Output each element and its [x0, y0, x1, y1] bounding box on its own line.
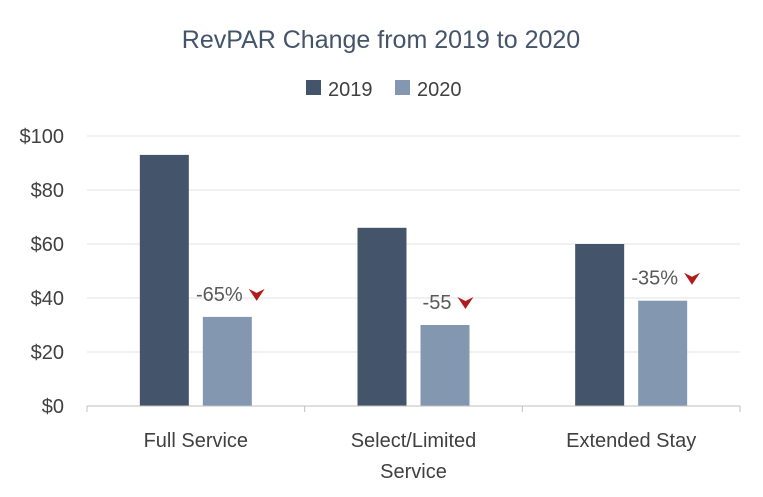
- change-label: -55: [423, 292, 452, 314]
- x-axis: [86, 405, 741, 412]
- change-label: -65%: [196, 284, 243, 306]
- legend-swatch-2019: [306, 80, 321, 95]
- bars: [139, 154, 688, 406]
- x-axis-ticks: Full Service Select/Limited Service Extende…: [144, 430, 697, 483]
- change-annotations: -65% -55 -35%: [196, 268, 701, 314]
- bar-2019-cat-0: [139, 154, 189, 406]
- gridlines: [87, 135, 740, 353]
- y-tick-label: $80: [31, 180, 64, 202]
- x-tick-label: Full Service: [144, 430, 248, 452]
- legend-label-2020: 2020: [417, 79, 462, 101]
- down-arrow-icon: [684, 272, 701, 285]
- legend-label-2019: 2019: [328, 79, 373, 101]
- bar-2020-cat-1: [420, 325, 470, 406]
- y-tick-label: $100: [20, 126, 65, 148]
- bar-2019-cat-2: [575, 244, 625, 406]
- bar-2020-cat-2: [638, 300, 688, 406]
- x-tick-label: Extended Stay: [566, 430, 696, 452]
- y-axis-ticks: $0 $20 $40 $60 $80 $100: [20, 126, 65, 418]
- y-tick-label: $0: [42, 396, 64, 418]
- bar-2020-cat-0: [202, 316, 252, 406]
- legend-swatch-2020: [395, 80, 410, 95]
- y-tick-label: $40: [31, 288, 64, 310]
- y-tick-label: $60: [31, 234, 64, 256]
- down-arrow-icon: [457, 297, 474, 309]
- x-tick-label: Service: [380, 461, 447, 483]
- bar-2019-cat-1: [357, 227, 407, 406]
- chart-title: RevPAR Change from 2019 to 2020: [182, 26, 580, 54]
- down-arrow-icon: [248, 288, 265, 301]
- y-tick-label: $20: [31, 342, 64, 364]
- legend: 2019 2020: [306, 79, 462, 101]
- x-tick-label: Select/Limited: [351, 430, 477, 452]
- change-label: -35%: [631, 268, 678, 290]
